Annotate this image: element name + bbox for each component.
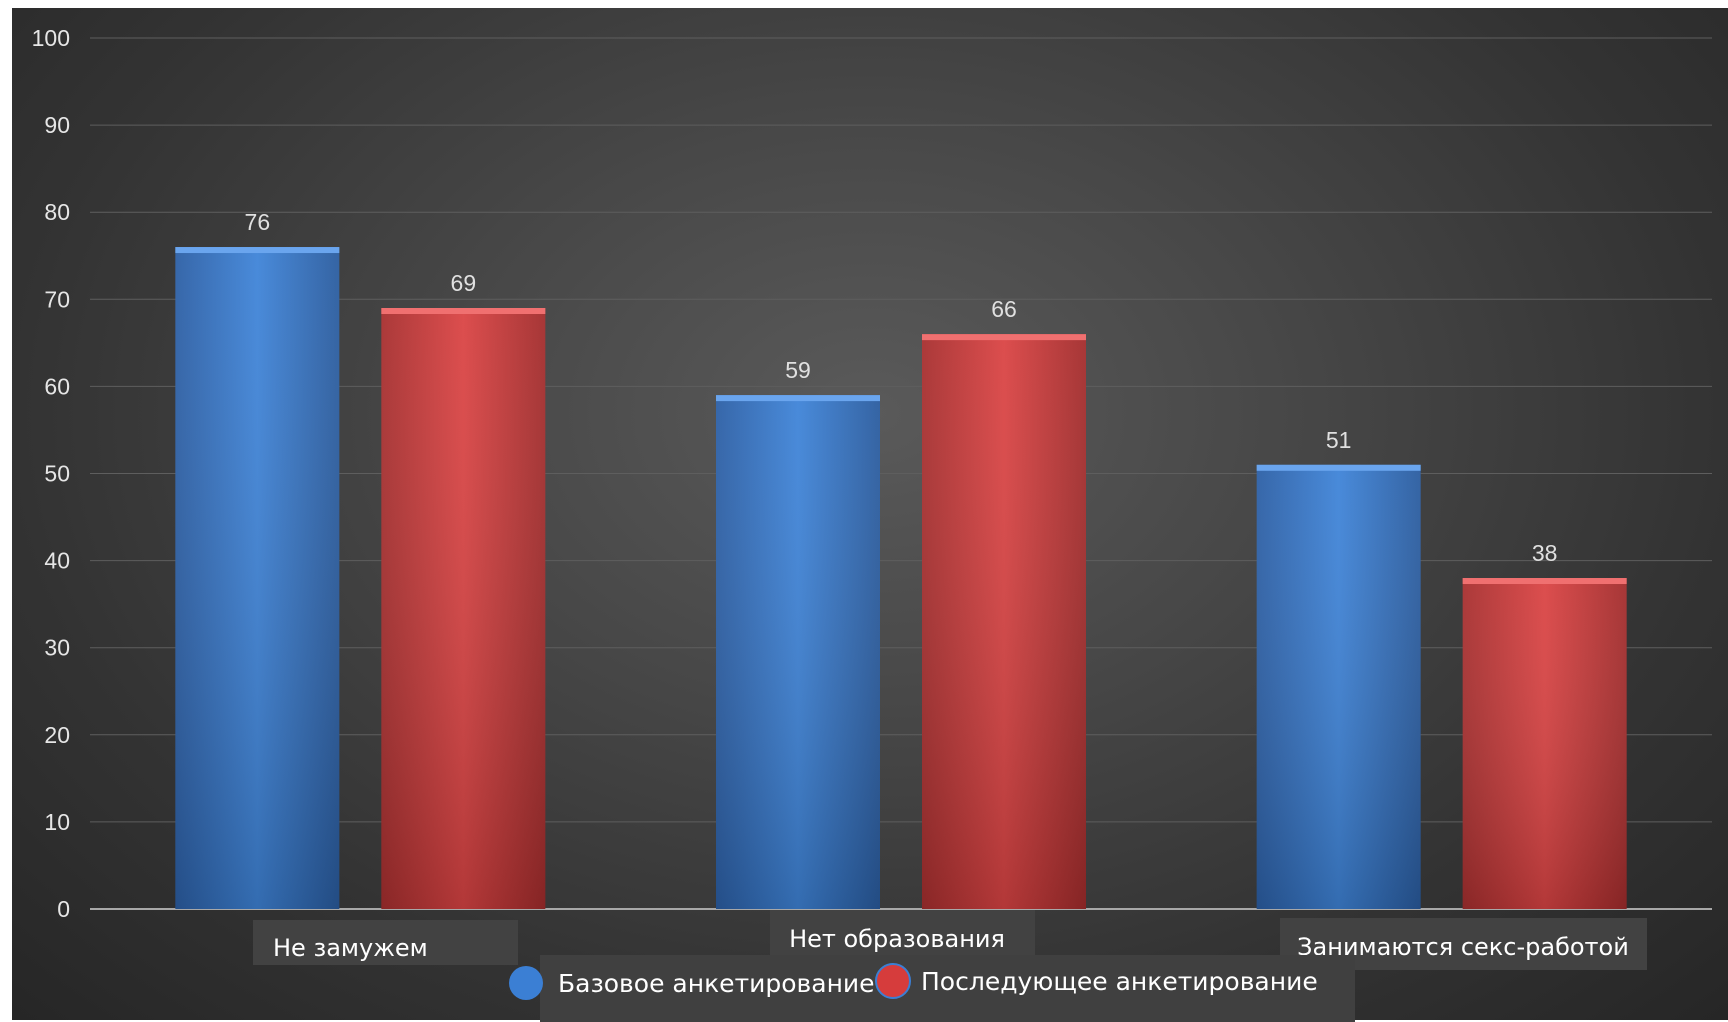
data-label: 59 (785, 357, 811, 383)
category-label-box (253, 920, 518, 965)
bar-top-bevel (1256, 464, 1421, 471)
x-axis-categories: Не замужем Нет образования Занимаются секс… (253, 910, 1647, 970)
category-label: Нет образования (789, 925, 1005, 953)
y-tick-label: 100 (32, 25, 70, 51)
bar-shade (716, 395, 880, 909)
bar-shade (381, 308, 546, 909)
legend-label: Базовое анкетирование (558, 969, 875, 998)
category-label-box (770, 910, 1035, 955)
y-tick-label: 60 (44, 373, 70, 399)
legend-marker (509, 966, 543, 1000)
bar-top-bevel (1462, 578, 1627, 585)
legend: Базовое анкетирование Последующее анкетир… (509, 955, 1355, 1022)
y-tick-label: 50 (44, 461, 70, 487)
y-tick-label: 10 (44, 809, 70, 835)
y-tick-label: 30 (44, 635, 70, 661)
legend-box (540, 955, 1355, 1022)
y-axis-ticks: 0 10 20 30 40 50 60 70 80 90 100 (32, 25, 70, 922)
bar-top-bevel (922, 334, 1086, 341)
bar-shade (922, 334, 1086, 909)
y-tick-label: 40 (44, 548, 70, 574)
y-tick-label: 20 (44, 722, 70, 748)
bars (175, 247, 1627, 910)
bar-shade (1256, 464, 1421, 909)
legend-label: Последующее анкетирование (921, 967, 1318, 996)
bar-top-bevel (175, 247, 340, 254)
y-tick-label: 90 (44, 112, 70, 138)
data-label: 69 (451, 270, 477, 296)
grid-lines (90, 37, 1712, 910)
bar-top-bevel (716, 395, 880, 402)
data-label: 51 (1326, 427, 1352, 453)
data-label: 38 (1532, 540, 1558, 566)
category-label: Не замужем (273, 934, 428, 962)
legend-marker (875, 963, 911, 999)
y-tick-label: 70 (44, 286, 70, 312)
data-label: 76 (245, 209, 271, 235)
bar-top-bevel (381, 308, 546, 315)
y-tick-label: 80 (44, 199, 70, 225)
bar-shade (1462, 578, 1627, 909)
data-labels: 76 69 59 66 51 38 (245, 209, 1558, 566)
y-tick-label: 0 (57, 896, 70, 922)
bar-shade (175, 247, 340, 910)
data-label: 66 (991, 296, 1017, 322)
